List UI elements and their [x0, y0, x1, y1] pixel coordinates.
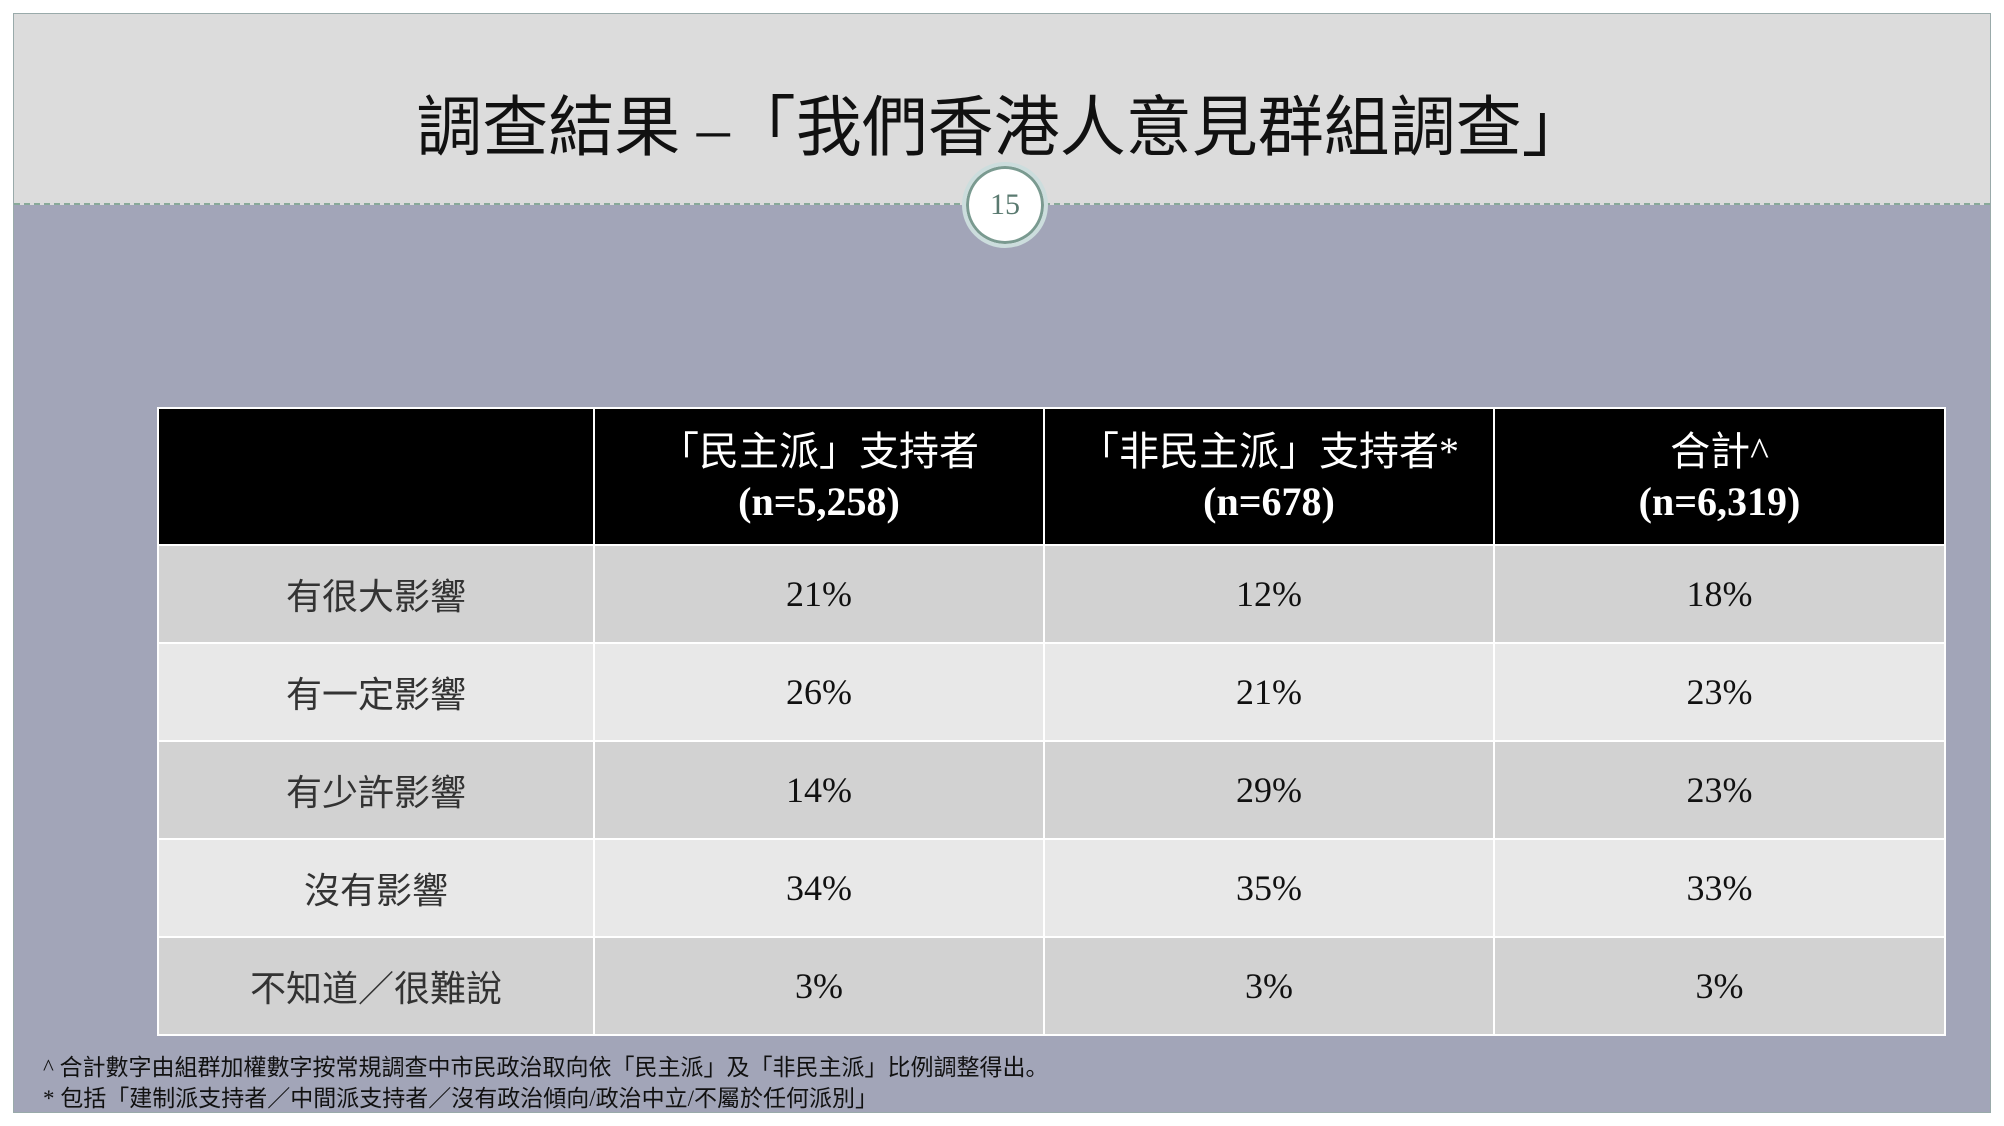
table-cell: 26% — [593, 642, 1045, 742]
table-cell: 3% — [1043, 936, 1495, 1036]
footnote: * 包括「建制派支持者／中間派支持者／沒有政治傾向/政治中立/不屬於任何派別」 — [43, 1086, 879, 1111]
header-cell: 合計^ (n=6,319) — [1493, 407, 1946, 546]
table-cell: 34% — [593, 838, 1045, 938]
slide-frame: 調查結果 –「我們香港人意見群組調查」 15 最新調查日期：11-16/3/20… — [13, 13, 1991, 1113]
table-cell: 沒有影響 — [157, 838, 595, 938]
table-cell: 23% — [1493, 642, 1946, 742]
table-cell: 不知道／很難說 — [157, 936, 595, 1036]
table-cell: 18% — [1493, 544, 1946, 644]
header-line: (n=6,319) — [1638, 478, 1801, 524]
table-cell: 3% — [593, 936, 1045, 1036]
header-cell — [157, 407, 595, 546]
table-cell: 29% — [1043, 740, 1495, 840]
table-row: 有一定影響 26% 21% 23% — [157, 642, 1946, 742]
data-table: 「民主派」支持者 (n=5,258) 「非民主派」支持者* (n=678) 合計^ (n=… — [157, 407, 1946, 1036]
header-line: (n=678) — [1203, 478, 1335, 524]
title: 調查結果 –「我們香港人意見群組調查」 — [416, 92, 1588, 165]
table-cell: 有一定影響 — [157, 642, 595, 742]
header-line: 「民主派」支持者 — [659, 428, 979, 474]
table-cell: 21% — [593, 544, 1045, 644]
header-line: 「非民主派」支持者* — [1079, 428, 1459, 474]
table-cell: 35% — [1043, 838, 1495, 938]
table-cell: 14% — [593, 740, 1045, 840]
table-row: 有少許影響 14% 29% 23% — [157, 740, 1946, 840]
footnote: ^ 合計數字由組群加權數字按常規調查中市民政治取向依「民主派」及「非民主派」比例… — [43, 1055, 1049, 1080]
table-row: 有很大影響 21% 12% 18% — [157, 544, 1946, 644]
table-cell: 21% — [1043, 642, 1495, 742]
table-cell: 3% — [1493, 936, 1946, 1036]
header-line: (n=5,258) — [738, 478, 900, 524]
header-cell: 「民主派」支持者 (n=5,258) — [593, 407, 1045, 546]
page-number: 15 — [962, 162, 1048, 248]
table-row: 不知道／很難說 3% 3% 3% — [157, 936, 1946, 1036]
table-cell: 23% — [1493, 740, 1946, 840]
table-row: 沒有影響 34% 35% 33% — [157, 838, 1946, 938]
header-cell: 「非民主派」支持者* (n=678) — [1043, 407, 1495, 546]
header-line: 合計^ — [1670, 428, 1769, 474]
table-cell: 有很大影響 — [157, 544, 595, 644]
table-cell: 12% — [1043, 544, 1495, 644]
table-cell: 有少許影響 — [157, 740, 595, 840]
table-cell: 33% — [1493, 838, 1946, 938]
header-row: 「民主派」支持者 (n=5,258) 「非民主派」支持者* (n=678) 合計^ (n=… — [157, 407, 1946, 546]
